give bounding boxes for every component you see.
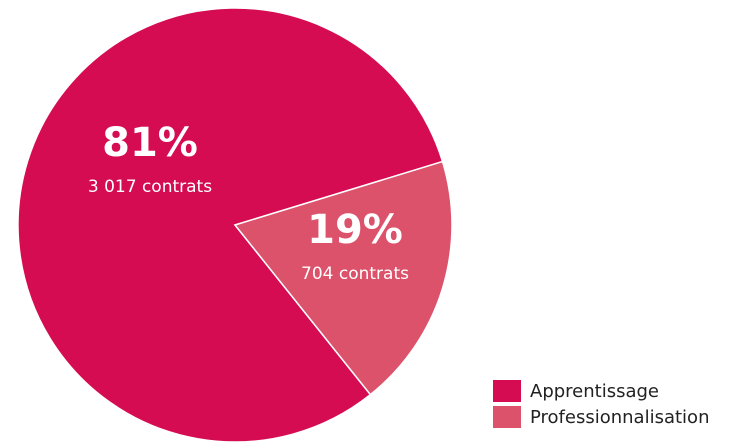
legend-swatch xyxy=(493,380,521,402)
legend-swatch xyxy=(493,406,521,428)
legend-label: Apprentissage xyxy=(530,381,659,402)
value-label: 19% xyxy=(307,207,403,253)
pie-slice xyxy=(17,7,444,442)
slice-sublabel: 3 017 contrats xyxy=(88,177,212,197)
pie-slice xyxy=(233,160,453,396)
value-label: 81% xyxy=(102,120,198,166)
slice-sublabel: 704 contrats xyxy=(301,264,409,284)
legend-label: Professionnalisation xyxy=(530,407,709,428)
